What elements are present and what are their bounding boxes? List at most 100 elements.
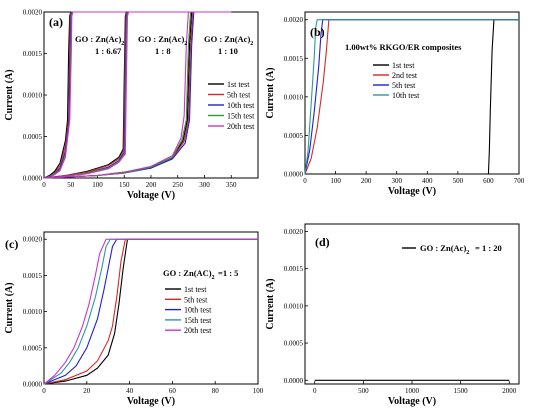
- series-line-5th-test-1: [43, 238, 258, 385]
- y-tick-label: 0.0015: [23, 50, 43, 58]
- y-tick-label: 0.0005: [284, 132, 304, 140]
- annotation-ratio-value: 1 : 10: [218, 46, 238, 56]
- x-axis-label: Voltage (V): [127, 396, 175, 407]
- x-tick-label: 500: [453, 177, 464, 185]
- annotation-ratio-1-main: GO : Zn(Ac): [138, 34, 184, 44]
- panel-label: (b): [310, 25, 325, 39]
- x-tick-label: 1500: [454, 387, 469, 395]
- y-tick-label: 0.0015: [284, 265, 304, 273]
- panel-b: 0 100 200 300 400 500 600 700 0.0000 0.0005 0.0010…: [265, 11, 525, 197]
- ratio-annotation-sub: 2: [212, 275, 215, 281]
- series-line-10th-test-2: [43, 238, 258, 385]
- series-line-20th-test-4: [43, 11, 151, 179]
- legend-entry: 10th test: [227, 101, 255, 110]
- x-tick-label: 300: [199, 181, 210, 189]
- x-tick-label: 600: [483, 177, 494, 185]
- x-tick-label: 40: [126, 387, 134, 395]
- y-tick-label: 0.0010: [284, 93, 304, 101]
- x-tick-label: 700: [514, 177, 525, 185]
- x-axis-label: Voltage (V): [388, 396, 436, 407]
- annotation-ratio-1: GO : Zn(Ac)2: [138, 34, 187, 47]
- y-axis-label: Current (A): [4, 282, 15, 333]
- legend-entry-ratio: = 1 : 20: [475, 243, 502, 253]
- legend-entry: 20th test: [184, 326, 212, 335]
- series-line-15th-test-3: [43, 238, 258, 385]
- annotation-ratio-0-main: GO : Zn(Ac): [75, 34, 121, 44]
- x-tick-label: 0: [42, 387, 46, 395]
- x-tick-label: 100: [253, 387, 264, 395]
- x-tick-label: 80: [212, 387, 220, 395]
- y-axis-label: Current (A): [265, 67, 276, 118]
- x-tick-label: 60: [169, 387, 177, 395]
- y-axis-label: Current (A): [4, 69, 15, 120]
- legend-entry: 5th test: [227, 91, 251, 100]
- x-axis-label: Voltage (V): [127, 190, 175, 201]
- legend-entry: 5th test: [184, 295, 208, 304]
- y-tick-label: 0.0000: [23, 175, 43, 183]
- y-tick-label: 0.0000: [284, 171, 304, 179]
- x-tick-label: 250: [173, 181, 184, 189]
- plot-frame: [43, 231, 259, 385]
- legend-entry-sub: 2: [466, 250, 469, 256]
- x-tick-label: 1000: [405, 387, 420, 395]
- panel-d: 0 500 1000 1500 2000 0.0000 0.0005 0.0010 0.0015…: [265, 223, 520, 407]
- y-tick-label: 0.0010: [284, 302, 304, 310]
- x-tick-label: 50: [67, 181, 75, 189]
- legend-entry: 15th test: [184, 316, 212, 325]
- x-tick-label: 0: [303, 177, 307, 185]
- x-tick-label: 0: [313, 387, 317, 395]
- annotation-ratio-0-sub: 2: [121, 41, 124, 47]
- legend-entry: 1st test: [392, 61, 415, 70]
- legend-entry-main: GO : Zn(Ac): [420, 243, 466, 253]
- y-tick-label: 0.0010: [23, 92, 43, 100]
- y-tick-label: 0.0005: [23, 344, 43, 352]
- legend-entry: 1st test: [227, 80, 250, 89]
- x-tick-label: 2000: [502, 387, 517, 395]
- ratio-annotation: GO : Zn(AC)2: [163, 268, 215, 281]
- ratio-annotation-value: =1 : 5: [218, 268, 238, 278]
- legend-entry: 1st test: [184, 285, 207, 294]
- y-tick-label: 0.0020: [284, 228, 304, 236]
- y-axis-label: Current (A): [265, 278, 276, 329]
- series-line-20th-test-9: [43, 11, 205, 179]
- x-tick-label: 200: [361, 177, 372, 185]
- y-tick-label: 0.0020: [284, 16, 304, 24]
- y-tick-label: 0.0000: [284, 377, 304, 385]
- x-tick-label: 20: [83, 387, 91, 395]
- y-tick-label: 0.0020: [23, 236, 43, 244]
- x-tick-label: 300: [391, 177, 402, 185]
- annotation-ratio-2: GO : Zn(Ac)2: [204, 34, 253, 47]
- legend-entry: GO : Zn(Ac)2: [420, 243, 469, 256]
- annotation-ratio-1-sub: 2: [184, 41, 187, 47]
- y-tick-label: 0.0015: [284, 55, 304, 63]
- x-tick-label: 200: [146, 181, 157, 189]
- x-tick-label: 0: [42, 181, 46, 189]
- series-line-1st-test-0: [43, 238, 258, 385]
- legend-entry: 2nd test: [392, 71, 418, 80]
- panel-label: (a): [49, 15, 63, 29]
- panel-a: 0 50 100 150 200 250 300 350 0.0000 0.0005 0.0010 0…: [4, 9, 259, 201]
- panel-label: (d): [315, 235, 330, 249]
- series-line-20th-test-4: [43, 238, 258, 385]
- series-line-10th-test-3: [304, 19, 519, 175]
- annotation-ratio-2-sub: 2: [250, 41, 253, 47]
- legend-entry: 20th test: [227, 122, 255, 131]
- y-tick-label: 0.0005: [23, 133, 43, 141]
- x-tick-label: 400: [422, 177, 433, 185]
- y-tick-label: 0.0015: [23, 272, 43, 280]
- x-tick-label: 100: [330, 177, 341, 185]
- ratio-annotation-main: GO : Zn(AC): [163, 268, 212, 278]
- x-axis-label: Voltage (V): [388, 186, 436, 197]
- y-tick-label: 0.0000: [23, 381, 43, 389]
- series-line-20th-test-14: [43, 11, 232, 179]
- legend-entry: 10th test: [392, 91, 420, 100]
- annotation-ratio-0: GO : Zn(Ac)2: [75, 34, 124, 47]
- composite-annotation: 1.00wt% RKGO/ER composites: [345, 42, 462, 52]
- legend-entry: 15th test: [227, 112, 255, 121]
- x-tick-label: 150: [119, 181, 130, 189]
- panel-c: 0 20 40 60 80 100 0.0000 0.0005 0.0010 0.0015 0.00…: [4, 231, 264, 407]
- annotation-ratio-value: 1 : 6.67: [95, 46, 122, 56]
- annotation-ratio-2-main: GO : Zn(Ac): [204, 34, 250, 44]
- y-tick-label: 0.0020: [23, 9, 43, 17]
